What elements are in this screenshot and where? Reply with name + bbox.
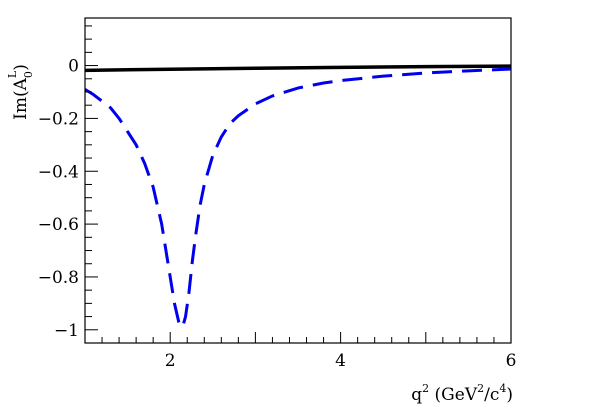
x-tick-label: 4 xyxy=(335,351,346,371)
series-line-1 xyxy=(85,67,511,329)
y-tick-label: 0 xyxy=(68,57,79,77)
y-tick-label: −0.2 xyxy=(38,109,79,129)
series-layer xyxy=(85,64,511,329)
x-axis: 2 4 6 xyxy=(84,332,517,371)
plot-frame xyxy=(84,17,512,344)
series-line-0 xyxy=(85,64,511,73)
y-tick-label: −0.6 xyxy=(38,215,79,235)
y-tick-label: −0.8 xyxy=(38,268,79,288)
y-tick-label: −0.4 xyxy=(38,162,79,182)
x-tick-label: 6 xyxy=(506,351,517,371)
y-tick-label: −1 xyxy=(54,321,79,341)
x-axis-title: q2 (GeV2/c4) xyxy=(411,382,513,405)
x-tick-label: 2 xyxy=(165,351,176,371)
y-axis: 0 −0.2 −0.4 −0.6 −0.8 −1 xyxy=(38,25,98,344)
y-axis-title: Im(A0L) xyxy=(6,64,35,120)
